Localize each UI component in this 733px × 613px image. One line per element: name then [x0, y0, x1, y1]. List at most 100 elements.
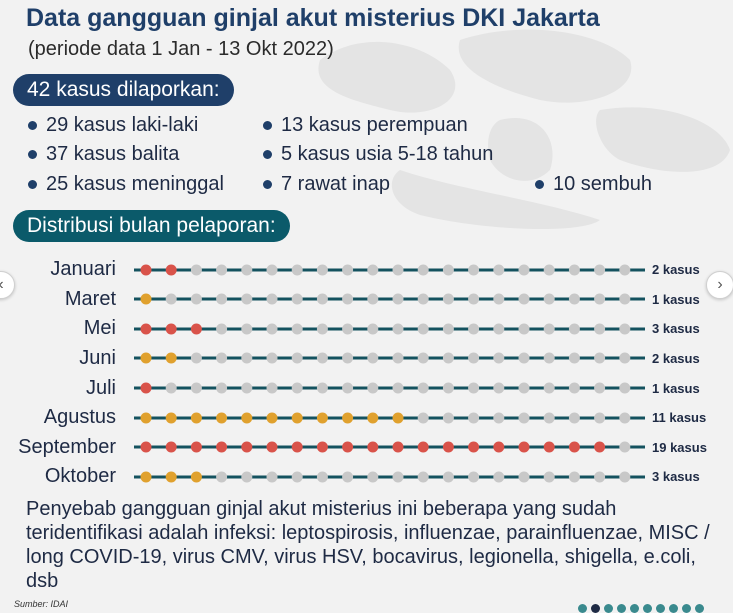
empty-dot	[216, 264, 228, 276]
case-dot	[165, 264, 177, 276]
empty-dot	[468, 412, 480, 424]
empty-dot	[417, 323, 429, 335]
case-dot	[594, 441, 606, 453]
distribution-badge: Distribusi bulan pelaporan:	[13, 210, 290, 242]
empty-dot	[518, 293, 530, 305]
empty-dot	[594, 382, 606, 394]
empty-dot	[241, 264, 253, 276]
case-dot	[241, 412, 253, 424]
case-dot	[266, 412, 278, 424]
case-count-label: 2 kasus	[652, 262, 700, 277]
pager-dot[interactable]	[682, 604, 691, 613]
empty-dot	[468, 382, 480, 394]
empty-dot	[594, 323, 606, 335]
empty-dot	[342, 352, 354, 364]
empty-dot	[367, 293, 379, 305]
slide-pager[interactable]	[578, 604, 708, 613]
bullet-icon	[263, 150, 272, 159]
case-dot	[165, 412, 177, 424]
empty-dot	[619, 471, 631, 483]
empty-dot	[568, 293, 580, 305]
source-label: Sumber: IDAI	[14, 599, 69, 609]
pager-dot[interactable]	[656, 604, 665, 613]
empty-dot	[190, 352, 202, 364]
case-dot	[140, 264, 152, 276]
case-dot	[442, 441, 454, 453]
empty-dot	[291, 471, 303, 483]
empty-dot	[241, 323, 253, 335]
pager-dot[interactable]	[604, 604, 613, 613]
empty-dot	[291, 352, 303, 364]
case-dot	[165, 323, 177, 335]
month-label: September	[18, 436, 116, 458]
empty-dot	[493, 471, 505, 483]
empty-dot	[619, 323, 631, 335]
case-count-label: 19 kasus	[652, 440, 707, 455]
empty-dot	[216, 352, 228, 364]
case-dot	[342, 441, 354, 453]
fact-item: 29 kasus laki-laki	[28, 114, 198, 137]
empty-dot	[392, 471, 404, 483]
empty-dot	[266, 264, 278, 276]
empty-dot	[216, 323, 228, 335]
cause-note: Penyebab gangguan ginjal akut misterius …	[26, 498, 710, 592]
empty-dot	[367, 382, 379, 394]
case-dot	[165, 352, 177, 364]
case-count-label: 1 kasus	[652, 381, 700, 396]
empty-dot	[619, 441, 631, 453]
pager-dot[interactable]	[617, 604, 626, 613]
empty-dot	[619, 293, 631, 305]
empty-dot	[594, 352, 606, 364]
case-dot	[316, 412, 328, 424]
pager-dot[interactable]	[695, 604, 704, 613]
case-dot	[140, 352, 152, 364]
empty-dot	[316, 471, 328, 483]
empty-dot	[165, 382, 177, 394]
empty-dot	[241, 293, 253, 305]
pager-dot[interactable]	[669, 604, 678, 613]
empty-dot	[543, 323, 555, 335]
bullet-icon	[263, 180, 272, 189]
empty-dot	[316, 352, 328, 364]
fact-item: 7 rawat inap	[263, 173, 390, 196]
empty-dot	[216, 293, 228, 305]
previous-slide-button[interactable]: ‹	[0, 271, 15, 299]
case-dot	[518, 441, 530, 453]
case-dot	[190, 323, 202, 335]
empty-dot	[316, 382, 328, 394]
case-count-label: 2 kasus	[652, 351, 700, 366]
month-label: Agustus	[43, 406, 116, 428]
case-dot	[140, 412, 152, 424]
case-dot	[140, 293, 152, 305]
pager-dot[interactable]	[591, 604, 600, 613]
page-subtitle: (periode data 1 Jan - 13 Okt 2022)	[28, 38, 334, 60]
pager-dot[interactable]	[630, 604, 639, 613]
empty-dot	[417, 352, 429, 364]
empty-dot	[619, 412, 631, 424]
empty-dot	[316, 293, 328, 305]
empty-dot	[518, 323, 530, 335]
page-title: Data gangguan ginjal akut misterius DKI …	[26, 4, 600, 32]
total-cases-badge: 42 kasus dilaporkan:	[13, 74, 234, 106]
case-dot	[543, 441, 555, 453]
next-slide-button[interactable]: ›	[706, 271, 733, 299]
empty-dot	[442, 471, 454, 483]
empty-dot	[468, 293, 480, 305]
empty-dot	[619, 352, 631, 364]
fact-item: 10 sembuh	[535, 173, 652, 196]
empty-dot	[367, 352, 379, 364]
empty-dot	[266, 352, 278, 364]
case-dot	[367, 412, 379, 424]
chevron-right-icon: ›	[717, 276, 723, 293]
pager-dot[interactable]	[643, 604, 652, 613]
empty-dot	[291, 293, 303, 305]
empty-dot	[190, 382, 202, 394]
case-count-label: 3 kasus	[652, 469, 700, 484]
bullet-icon	[535, 180, 544, 189]
pager-dot[interactable]	[578, 604, 587, 613]
case-dot	[216, 412, 228, 424]
empty-dot	[165, 293, 177, 305]
empty-dot	[342, 323, 354, 335]
case-dot	[190, 441, 202, 453]
case-dot	[216, 441, 228, 453]
